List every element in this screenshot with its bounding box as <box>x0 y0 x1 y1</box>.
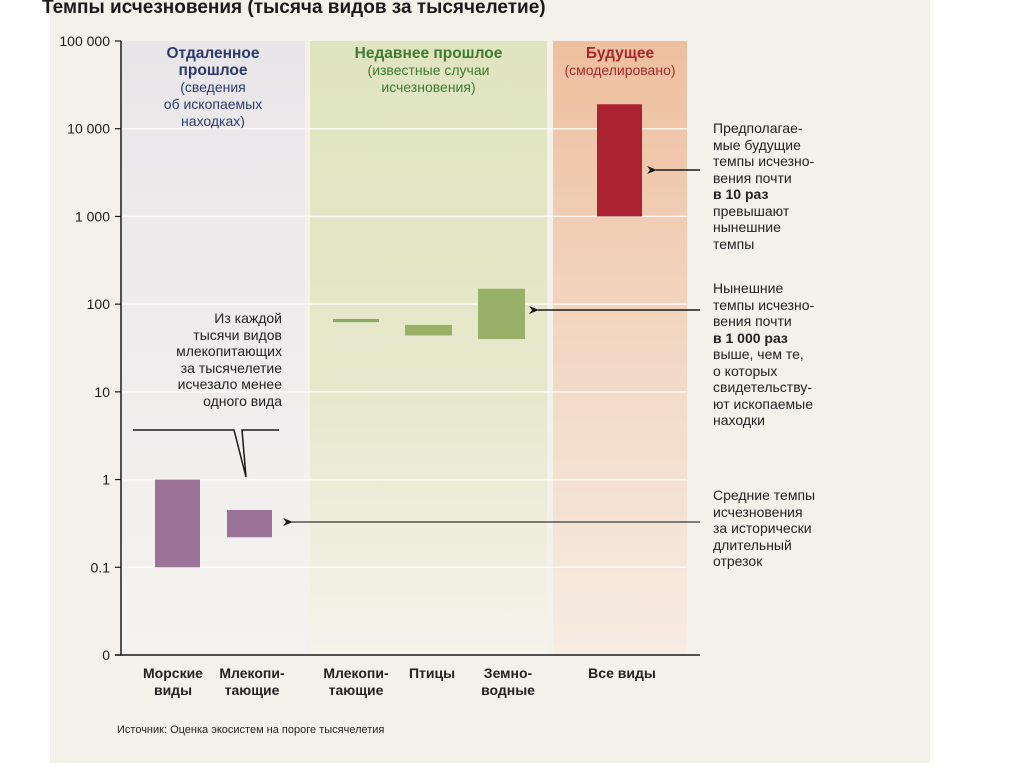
y-tick-label: 10 <box>94 384 110 400</box>
annotation-line: Предполагае- <box>713 120 803 136</box>
category-label-line: тающие <box>224 682 280 698</box>
panel-subtitle: (смоделировано) <box>564 62 675 78</box>
bar-amphibians <box>478 288 525 340</box>
category-label-line: водные <box>481 682 535 698</box>
annotation-line: мые будущие <box>713 136 801 153</box>
category-mammals-past: Млекопи-тающие <box>207 665 297 699</box>
panel-recent-past <box>310 41 547 655</box>
panel-title: Отдаленное <box>167 45 260 62</box>
category-label-line: виды <box>153 682 193 698</box>
annotation-future: Предполагае-мые будущие темпы исчезно-вен… <box>713 120 814 252</box>
annotation-line: темпы <box>713 235 755 252</box>
bar-mammals-recent <box>333 318 379 323</box>
panel-subtitle: исчезновения) <box>381 79 475 95</box>
annotation-line: в 10 раз <box>713 186 769 202</box>
annotation-line: темпы исчезно- <box>713 296 815 313</box>
category-label-line: Все виды <box>588 665 656 681</box>
annotation-line: за исторически <box>713 520 812 536</box>
annotation-line: превышают <box>713 202 790 219</box>
panel-subtitle: (сведения <box>180 79 246 95</box>
y-tick-label: 100 <box>87 296 111 312</box>
panel-title: прошлое <box>179 62 248 79</box>
callout-line: за тысячелетие <box>180 359 282 376</box>
category-label-line: Млекопи- <box>219 665 285 681</box>
category-label-line: Млекопи- <box>323 665 389 681</box>
annotation-line: ют ископаемые <box>713 395 814 412</box>
panel-subtitle: находках) <box>181 113 245 129</box>
annotation-line: Средние темпы <box>713 487 816 503</box>
callout-line: исчезало менее <box>177 376 282 392</box>
y-tick-label: 100 000 <box>59 33 110 49</box>
callout-line: млекопитающих <box>176 343 282 359</box>
y-tick-label: 0.1 <box>91 559 111 575</box>
panel-distant-past <box>121 41 305 655</box>
source-note: Источник: Оценка экосистем на пороге тыс… <box>117 724 385 736</box>
category-label-line: тающие <box>328 682 384 698</box>
annotation-line: находки <box>713 412 765 428</box>
annotation-current: Нынешние темпы исчезно-вения почти в 1 000… <box>713 280 814 429</box>
annotation-line: отрезок <box>713 553 763 569</box>
annotation-line: Нынешние <box>713 280 784 296</box>
annotation-line: длительный <box>713 536 792 553</box>
annotation-line: вения почти <box>713 313 792 329</box>
annotation-line: темпы исчезно- <box>713 153 815 169</box>
category-all-species: Все виды <box>577 665 667 682</box>
y-tick-label: 0 <box>102 647 110 663</box>
category-marine-species: Морские виды <box>128 665 218 699</box>
bar-birds <box>405 324 452 336</box>
y-tick-label: 1 <box>102 472 110 488</box>
panel-subtitle: (известные случаи <box>368 62 490 78</box>
annotation-line: выше, чем те, <box>713 346 804 362</box>
annotation-average: Средние темпы исчезновения за исторически д… <box>713 487 815 570</box>
callout-line: тысячи видов <box>193 326 282 343</box>
annotation-line: нынешние <box>713 219 781 235</box>
category-birds: Птицы <box>387 665 477 682</box>
bar-mammals-past <box>227 509 272 538</box>
bar-all-species <box>597 104 642 217</box>
panel-title: Будущее <box>586 45 655 62</box>
bar-marine-species <box>155 479 200 568</box>
callout-line: одного вида <box>203 392 282 409</box>
callout-text: Из каждой тысячи видов млекопитающих за тыс… <box>120 310 282 409</box>
y-tick-label: 1 000 <box>75 208 110 224</box>
category-label-line: Земно- <box>483 665 533 681</box>
annotation-line: вения почти <box>713 169 792 186</box>
panel-title: Недавнее прошлое <box>355 45 503 62</box>
annotation-line: свидетельству- <box>713 379 812 395</box>
category-amphibians: Земно-водные <box>463 665 553 699</box>
panel-subtitle: об ископаемых <box>164 96 262 112</box>
annotation-line: исчезновения <box>713 503 803 520</box>
category-label-line: Морские <box>143 665 203 681</box>
y-tick-label: 10 000 <box>67 121 110 137</box>
category-label-line: Птицы <box>408 665 456 681</box>
chart-title: Темпы исчезновения (тысяча видов за тыся… <box>42 0 546 18</box>
annotation-line: о которых <box>713 362 778 379</box>
callout-line: Из каждой <box>214 310 282 326</box>
annotation-line: в 1 000 раз <box>713 329 788 346</box>
category-mammals-recent: Млекопи-тающие <box>311 665 401 699</box>
callout-pointer <box>133 429 279 478</box>
